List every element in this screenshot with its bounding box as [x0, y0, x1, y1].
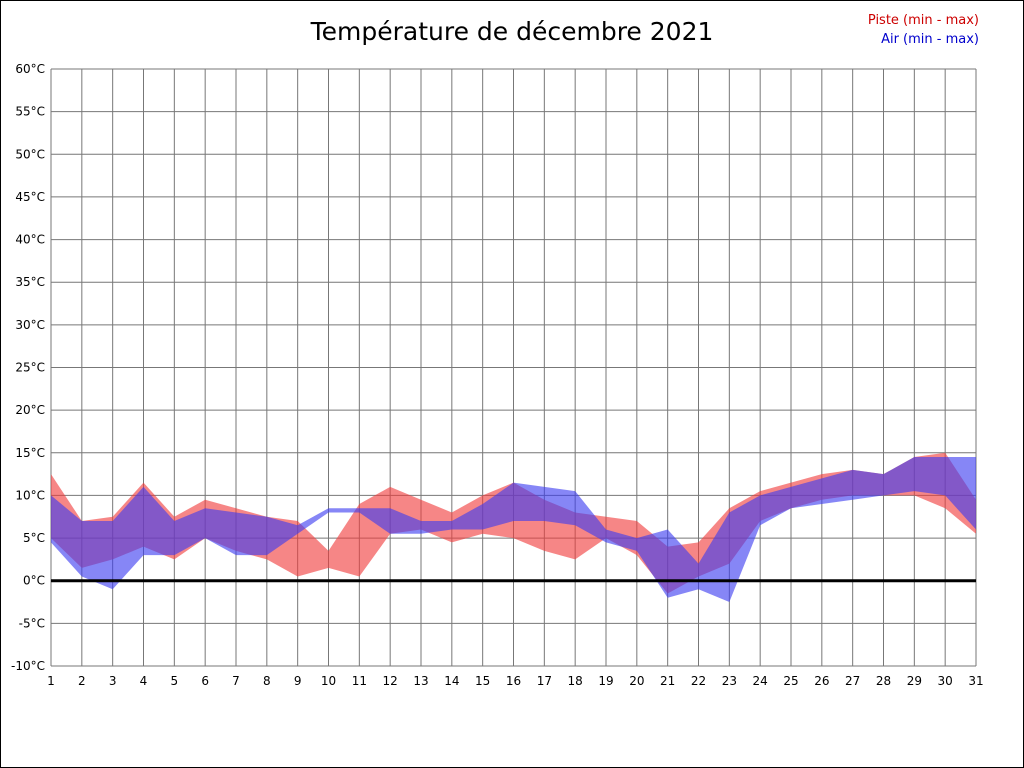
svg-text:15°C: 15°C — [15, 446, 45, 460]
series-bands — [51, 452, 976, 603]
svg-text:8: 8 — [263, 674, 271, 688]
svg-text:1: 1 — [47, 674, 55, 688]
svg-text:28: 28 — [876, 674, 891, 688]
band-air — [51, 457, 976, 603]
svg-text:20: 20 — [629, 674, 644, 688]
svg-text:18: 18 — [568, 674, 583, 688]
svg-text:15: 15 — [475, 674, 490, 688]
svg-text:29: 29 — [907, 674, 922, 688]
svg-text:7: 7 — [232, 674, 240, 688]
svg-text:40°C: 40°C — [15, 233, 45, 247]
svg-text:31: 31 — [968, 674, 983, 688]
svg-text:25°C: 25°C — [15, 361, 45, 375]
svg-text:5°C: 5°C — [23, 531, 45, 545]
svg-text:20°C: 20°C — [15, 403, 45, 417]
svg-text:30°C: 30°C — [15, 318, 45, 332]
svg-text:-10°C: -10°C — [11, 659, 45, 673]
svg-text:0°C: 0°C — [23, 574, 45, 588]
svg-text:50°C: 50°C — [15, 147, 45, 161]
svg-text:30: 30 — [938, 674, 953, 688]
svg-text:12: 12 — [383, 674, 398, 688]
svg-text:4: 4 — [140, 674, 148, 688]
svg-text:19: 19 — [598, 674, 613, 688]
chart-legend: Piste (min - max) Air (min - max) — [868, 11, 979, 49]
legend-air: Air (min - max) — [881, 32, 979, 47]
svg-text:2: 2 — [78, 674, 86, 688]
svg-text:27: 27 — [845, 674, 860, 688]
svg-text:45°C: 45°C — [15, 190, 45, 204]
svg-text:5: 5 — [171, 674, 179, 688]
svg-text:9: 9 — [294, 674, 302, 688]
svg-text:23: 23 — [722, 674, 737, 688]
svg-text:11: 11 — [352, 674, 367, 688]
svg-text:60°C: 60°C — [15, 62, 45, 76]
svg-text:13: 13 — [413, 674, 428, 688]
svg-text:17: 17 — [537, 674, 552, 688]
svg-text:21: 21 — [660, 674, 675, 688]
svg-text:3: 3 — [109, 674, 117, 688]
svg-text:14: 14 — [444, 674, 459, 688]
y-axis-labels: -10°C -5°C 0°C 5°C 10°C 15°C 20°C 25°C 30°C 35°C 4… — [11, 62, 45, 673]
svg-text:55°C: 55°C — [15, 105, 45, 119]
grid-lines — [50, 68, 977, 667]
x-axis-labels: 1 2 3 4 5 6 7 8 9 10 11 12 13 14 15 16 17 18 19 20 21 22 23 24 2… — [47, 674, 983, 688]
band-piste — [51, 452, 976, 594]
svg-text:16: 16 — [506, 674, 521, 688]
svg-text:10°C: 10°C — [15, 488, 45, 502]
svg-text:6: 6 — [201, 674, 209, 688]
svg-text:26: 26 — [814, 674, 829, 688]
svg-text:-5°C: -5°C — [19, 616, 45, 630]
svg-text:35°C: 35°C — [15, 275, 45, 289]
svg-text:25: 25 — [783, 674, 798, 688]
svg-text:22: 22 — [691, 674, 706, 688]
svg-text:24: 24 — [753, 674, 768, 688]
chart-title: Température de décembre 2021 — [310, 17, 714, 46]
svg-text:10: 10 — [321, 674, 336, 688]
legend-piste: Piste (min - max) — [867, 13, 979, 28]
